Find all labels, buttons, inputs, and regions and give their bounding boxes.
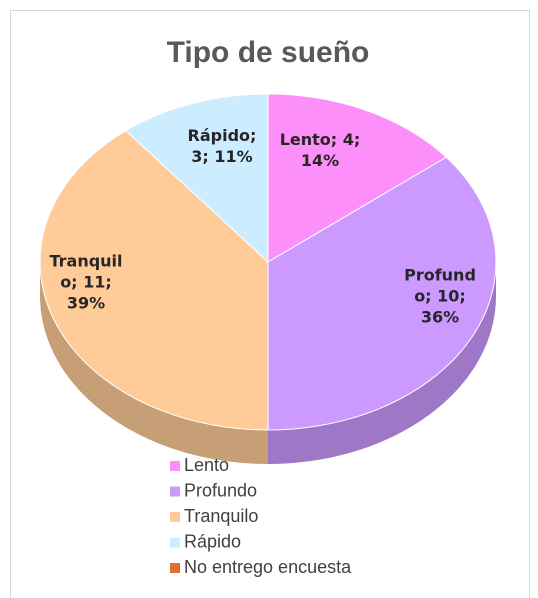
pie-slice: [39, 130, 269, 431]
legend-swatch: [170, 486, 180, 497]
legend-label: No entrego encuesta: [184, 557, 352, 577]
legend-label: Rápido: [184, 531, 241, 551]
data-label: Lento; 4; 14%: [279, 130, 361, 170]
data-label: Profundo; 10; 36%: [404, 265, 476, 327]
data-label: Tranquilo; 11; 39%: [49, 251, 123, 313]
legend-swatch: [170, 461, 180, 471]
pie-slice: [267, 93, 448, 263]
chart-title: Tipo de sueño: [167, 36, 370, 69]
legend-swatch: [170, 563, 180, 573]
pie-slice: [125, 93, 269, 264]
data-label: Rápido; 3; 11%: [187, 126, 257, 166]
legend-label: Lento: [184, 455, 229, 475]
legend-swatch: [170, 537, 180, 548]
legend-swatch: [170, 512, 180, 522]
legend-label: Profundo: [184, 480, 257, 500]
pie-slice: [267, 156, 497, 431]
legend-label: Tranquilo: [184, 506, 258, 526]
